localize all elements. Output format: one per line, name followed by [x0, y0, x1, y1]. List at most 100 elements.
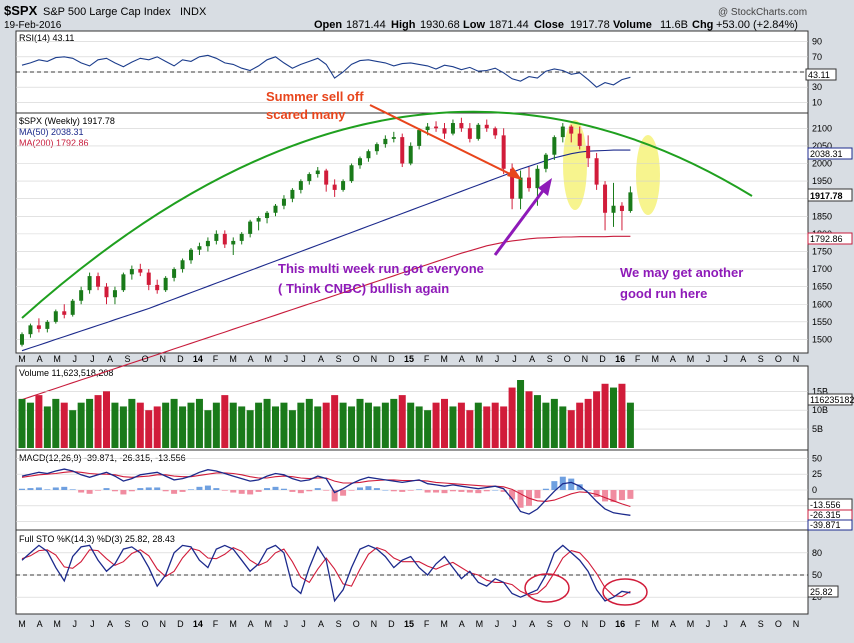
macd-hist-bar-66 — [576, 484, 583, 490]
macd-hist-bar-44 — [390, 490, 397, 492]
symbol-label: $SPX — [4, 3, 38, 18]
volume-bar-7 — [77, 402, 85, 448]
macd-hist-bar-10 — [103, 488, 110, 490]
low-label: Low — [463, 19, 485, 31]
price-candle-body-56 — [493, 128, 498, 136]
volume-ytick-5B: 5B — [812, 424, 823, 434]
sto-xlabel-1: A — [37, 619, 43, 629]
price-ytick-1650: 1650 — [812, 282, 832, 292]
price-candle-body-2 — [36, 325, 41, 329]
volume-bar-69 — [601, 383, 609, 448]
summer-arrow — [369, 104, 511, 175]
price-ytick-1950: 1950 — [812, 176, 832, 186]
macd-hist-bar-30 — [272, 486, 279, 490]
macd-hist-bar-6 — [69, 489, 76, 490]
price-xlabel-31: O — [564, 354, 571, 364]
price-xlabel-16: J — [301, 354, 306, 364]
price-candle-body-53 — [467, 128, 472, 139]
price-candle-body-47 — [417, 130, 422, 146]
macd-hist-bar-22 — [204, 485, 211, 490]
price-xlabel-10: 14 — [193, 354, 203, 364]
macd-hist-bar-45 — [399, 490, 406, 492]
volume-bar-54 — [474, 402, 482, 448]
volume-bar-58 — [508, 387, 516, 448]
price-xlabel-43: O — [775, 354, 782, 364]
sto-xlabel-20: N — [371, 619, 378, 629]
price-value-label: 1917.78 — [810, 191, 843, 201]
macd-hist-bar-50 — [441, 490, 448, 494]
sto-xlabel-40: J — [723, 619, 728, 629]
macd-hist-bar-70 — [610, 490, 617, 503]
sto-xlabel-41: A — [740, 619, 746, 629]
ma50-legend: MA(50) 2038.31 — [19, 127, 84, 137]
sto-xlabel-28: J — [512, 619, 517, 629]
price-candle-body-30 — [273, 205, 278, 213]
macd-hist-bar-33 — [297, 490, 304, 494]
sto-xlabel-7: O — [142, 619, 149, 629]
macd-hist-bar-49 — [433, 490, 440, 493]
sto-xlabel-8: N — [159, 619, 166, 629]
macd-ytick-25: 25 — [812, 469, 822, 479]
volume-bar-67 — [584, 398, 592, 448]
annotation-summer-line2: scared many — [266, 107, 346, 122]
price-candle-body-68 — [594, 158, 599, 185]
volume-bar-6 — [69, 410, 77, 448]
ma50-value-label: 2038.31 — [810, 149, 843, 159]
rsi-ytick-70: 70 — [812, 52, 822, 62]
price-candle-body-6 — [70, 300, 75, 315]
price-xlabel-33: D — [599, 354, 606, 364]
volume-bar-27 — [246, 410, 254, 448]
volume-bar-62 — [542, 402, 550, 448]
price-candle-body-10 — [104, 286, 109, 298]
price-candle-body-43 — [383, 138, 388, 145]
sto-xlabel-2: M — [53, 619, 61, 629]
price-ytick-1750: 1750 — [812, 246, 832, 256]
price-candle-body-5 — [62, 311, 67, 315]
price-candle-body-41 — [366, 151, 371, 159]
price-candle-body-0 — [20, 334, 24, 345]
volume-bar-32 — [288, 410, 296, 448]
price-candle-body-60 — [527, 177, 531, 189]
macd-hist-bar-57 — [500, 490, 507, 492]
price-layer: 2100205020001950190018501800175017001650… — [16, 117, 832, 401]
macd-ytick-50: 50 — [812, 453, 822, 463]
volume-bar-21 — [195, 398, 203, 448]
macd-hist-bar-69 — [602, 490, 609, 502]
price-xlabel-26: M — [476, 354, 484, 364]
sto-xlabel-25: A — [459, 619, 465, 629]
rsi-value-box — [805, 68, 837, 81]
price-candle-body-23 — [214, 233, 219, 241]
volume-bar-55 — [483, 406, 491, 448]
price-candle-body-31 — [281, 198, 286, 206]
highlight-oval-now — [636, 135, 660, 215]
price-candle-body-16 — [155, 284, 160, 291]
macd-hist-bar-52 — [458, 490, 465, 492]
price-xlabel-0: M — [18, 354, 26, 364]
macd-hist-bar-51 — [449, 490, 456, 492]
price-xlabel-8: N — [159, 354, 166, 364]
price-candle-body-9 — [96, 276, 101, 287]
macd-hist-bar-39 — [348, 490, 355, 491]
volume-bar-39 — [348, 406, 356, 448]
volume-bar-5 — [60, 402, 68, 448]
price-xlabel-20: N — [371, 354, 378, 364]
macd-hist-bar-42 — [373, 488, 380, 490]
price-xlabel-39: J — [706, 354, 711, 364]
volume-bar-2 — [35, 395, 43, 448]
macd-hist-bar-27 — [247, 490, 254, 495]
axis-labels: M A M J J A S O N D 14 F M A M J J A S O N D 15 F M A M J J A S O N D 16 F M… — [18, 354, 799, 629]
price-candle-body-59 — [518, 177, 523, 199]
volume-title: Volume 11,623,518,208 — [19, 368, 113, 378]
volume-bar-17 — [162, 402, 170, 448]
price-xlabel-28: J — [512, 354, 517, 364]
volume-bar-51 — [449, 406, 457, 448]
sto-xlabel-36: M — [652, 619, 660, 629]
sto-xlabel-34: 16 — [615, 619, 625, 629]
macd-hist-bar-15 — [145, 487, 152, 490]
volume-bar-30 — [272, 406, 279, 448]
sto-xlabel-27: J — [495, 619, 500, 629]
macd-hist-bar-56 — [492, 490, 499, 491]
volume-bar-50 — [441, 398, 448, 448]
volume-bar-1 — [26, 402, 34, 448]
price-ytick-1500: 1500 — [812, 334, 832, 344]
